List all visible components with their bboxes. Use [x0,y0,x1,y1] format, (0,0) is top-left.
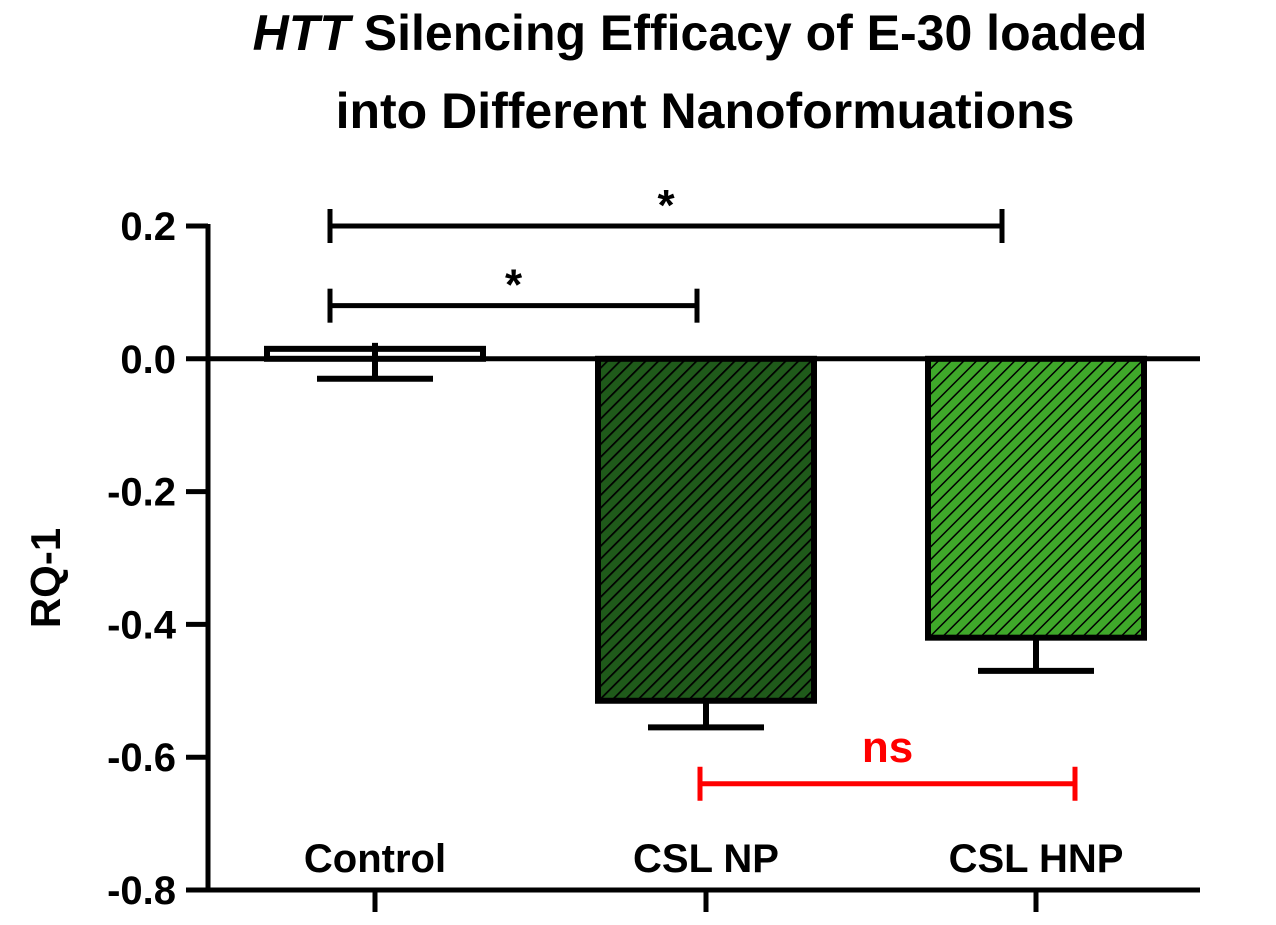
chart-title-rest: Silencing Efficacy of E-30 loaded [350,5,1147,61]
significance-label: * [505,261,523,310]
x-tick-label: Control [304,837,446,881]
chart-title-line-1: HTT Silencing Efficacy of E-30 loaded [253,5,1148,61]
chart-title-line-2: into Different Nanoformuations [336,83,1075,139]
y-axis-label: RQ-1 [22,528,69,628]
bar-csl-hnp [925,355,1147,641]
x-tick-label: CSL HNP [949,837,1124,881]
y-tick-label: 0.0 [120,338,176,382]
x-tick-label: CSL NP [633,837,779,881]
y-tick-label: -0.4 [107,603,177,647]
y-tick-label: 0.2 [120,205,176,249]
y-tick-label: -0.6 [107,736,176,780]
y-tick-label: -0.8 [107,869,176,913]
bar-csl-np [595,355,817,704]
significance-label: * [657,181,675,230]
chart-title-italic: HTT [253,5,355,61]
significance-label: ns [862,723,913,772]
y-tick-label: -0.2 [107,471,176,515]
